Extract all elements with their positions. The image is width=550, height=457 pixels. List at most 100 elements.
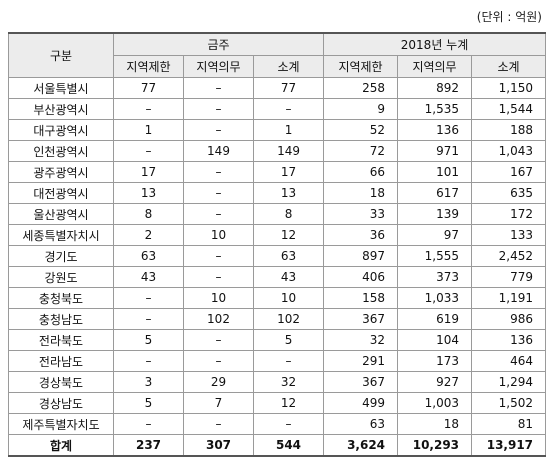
header-cell: 지역의무 xyxy=(397,55,473,78)
region-cell: 경상북도 xyxy=(8,371,114,393)
value-cell: 173 xyxy=(397,350,473,372)
value-cell: 544 xyxy=(252,434,325,457)
region-cell: 충청북도 xyxy=(8,287,114,309)
value-cell: – xyxy=(183,266,254,288)
value-cell: 8 xyxy=(113,203,184,225)
value-cell: 104 xyxy=(397,329,473,351)
value-cell: 617 xyxy=(397,182,473,204)
table-row: 합계 237 307 544 3,624 10,293 13,917 xyxy=(8,434,547,457)
value-cell: 3 xyxy=(113,371,184,393)
value-cell: – xyxy=(113,308,184,330)
value-cell: 10 xyxy=(183,287,254,309)
table-row: 전라북도 5–5 32 104 136 xyxy=(8,329,547,351)
value-cell: 63 xyxy=(323,413,399,435)
value-cell: 149 xyxy=(183,140,254,162)
value-cell: – xyxy=(252,413,325,435)
value-cell: 779 xyxy=(471,266,547,288)
header-cell: 소계 xyxy=(252,55,325,78)
value-cell: 81 xyxy=(471,413,547,435)
value-cell: 36 xyxy=(323,224,399,246)
value-cell: – xyxy=(183,119,254,141)
header-cell: 금주 xyxy=(112,32,325,56)
value-cell: 17 xyxy=(113,161,184,183)
region-cell: 세종특별자치시 xyxy=(8,224,114,246)
value-cell: 1,502 xyxy=(471,392,547,414)
value-cell: 406 xyxy=(323,266,399,288)
header-cell: 소계 xyxy=(471,55,547,78)
table-row: 경상북도 3 29 32 367 927 1,294 xyxy=(8,371,547,393)
value-cell: 139 xyxy=(397,203,473,225)
value-cell: 367 xyxy=(323,308,399,330)
value-cell: – xyxy=(183,98,254,120)
header-row: 지역제한 지역의무 소계 지역제한 지역의무 소계 xyxy=(9,55,547,78)
value-cell: 102 xyxy=(183,308,254,330)
value-cell: 18 xyxy=(397,413,473,435)
value-cell: 43 xyxy=(113,266,184,288)
value-cell: 66 xyxy=(323,161,399,183)
value-cell: 986 xyxy=(471,308,547,330)
value-cell: 10 xyxy=(252,287,325,309)
value-cell: 1,294 xyxy=(471,371,547,393)
header-cell: 지역제한 xyxy=(323,55,399,78)
value-cell: – xyxy=(183,77,254,99)
value-cell: 367 xyxy=(323,371,399,393)
value-cell: – xyxy=(183,350,254,372)
value-cell: 3,624 xyxy=(323,434,399,457)
value-cell: 464 xyxy=(471,350,547,372)
value-cell: 13 xyxy=(252,182,325,204)
value-cell: 52 xyxy=(323,119,399,141)
value-cell: 10,293 xyxy=(397,434,473,457)
unit-note: (단위 : 억원) xyxy=(476,10,542,24)
value-cell: 13,917 xyxy=(471,434,547,457)
table-row: 전라남도 – – –291 173 464 xyxy=(8,350,547,372)
table-row: 충청남도 –102 102 367 619 986 xyxy=(8,308,547,330)
value-cell: 291 xyxy=(323,350,399,372)
value-cell: 1,033 xyxy=(397,287,473,309)
value-cell: – xyxy=(252,98,325,120)
region-cell: 전라북도 xyxy=(8,329,114,351)
value-cell: – xyxy=(252,350,325,372)
value-cell: – xyxy=(113,350,184,372)
value-cell: 9 xyxy=(323,98,399,120)
table-row: 인천광역시 –149 149 72 971 1,043 xyxy=(8,140,547,162)
table-body: 서울특별시 77–77 258 892 1,150 부산광역시 – – –9 1,535 1,544… xyxy=(8,77,547,457)
table-header: 구분 금주 2018년 누계 지역제한 지역의무 소계 지역제한 지역의무 소계 xyxy=(8,32,547,78)
value-cell: 158 xyxy=(323,287,399,309)
region-cell: 충청남도 xyxy=(8,308,114,330)
value-cell: 18 xyxy=(323,182,399,204)
value-cell: – xyxy=(183,182,254,204)
region-cell: 합계 xyxy=(8,434,114,457)
value-cell: 2 xyxy=(113,224,184,246)
header-cell: 지역의무 xyxy=(183,55,254,78)
value-cell: 307 xyxy=(183,434,254,457)
value-cell: 5 xyxy=(113,392,184,414)
value-cell: – xyxy=(113,413,184,435)
value-cell: 136 xyxy=(397,119,473,141)
value-cell: 499 xyxy=(323,392,399,414)
header-cell: 2018년 누계 xyxy=(323,32,547,56)
table-row: 광주광역시 17–17 66 101 167 xyxy=(8,161,547,183)
value-cell: 72 xyxy=(323,140,399,162)
table-row: 제주특별자치도 – – –63 18 81 xyxy=(8,413,547,435)
region-cell: 대구광역시 xyxy=(8,119,114,141)
value-cell: 971 xyxy=(397,140,473,162)
table-row: 울산광역시 8–8 33 139 172 xyxy=(8,203,547,225)
region-cell: 부산광역시 xyxy=(8,98,114,120)
region-cell: 경기도 xyxy=(8,245,114,267)
value-cell: 12 xyxy=(252,392,325,414)
table-row: 서울특별시 77–77 258 892 1,150 xyxy=(8,77,547,99)
table-row: 경기도 63–63 897 1,555 2,452 xyxy=(8,245,547,267)
value-cell: 619 xyxy=(397,308,473,330)
value-cell: – xyxy=(113,287,184,309)
value-cell: – xyxy=(113,98,184,120)
value-cell: 188 xyxy=(471,119,547,141)
region-cell: 대전광역시 xyxy=(8,182,114,204)
value-cell: 101 xyxy=(397,161,473,183)
table-row: 대전광역시 13–13 18 617 635 xyxy=(8,182,547,204)
value-cell: 29 xyxy=(183,371,254,393)
value-cell: 373 xyxy=(397,266,473,288)
value-cell: 33 xyxy=(323,203,399,225)
value-cell: 5 xyxy=(113,329,184,351)
value-cell: 32 xyxy=(252,371,325,393)
